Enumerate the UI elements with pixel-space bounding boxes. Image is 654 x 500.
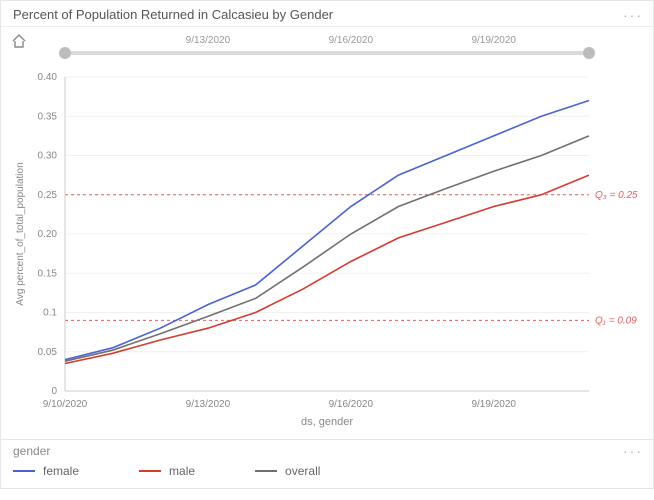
slider-handle-left[interactable] xyxy=(59,47,71,59)
svg-text:0.40: 0.40 xyxy=(38,72,58,83)
svg-text:9/16/2020: 9/16/2020 xyxy=(329,35,374,46)
legend-item-overall[interactable]: overall xyxy=(255,464,320,478)
home-icon[interactable] xyxy=(11,33,27,49)
legend-swatch xyxy=(139,470,161,472)
legend-item-female[interactable]: female xyxy=(13,464,79,478)
panel-title: Percent of Population Returned in Calcas… xyxy=(13,7,333,22)
legend-menu-button[interactable]: ··· xyxy=(623,444,643,458)
svg-text:9/16/2020: 9/16/2020 xyxy=(329,399,374,410)
series-overall[interactable] xyxy=(65,136,589,361)
svg-text:9/13/2020: 9/13/2020 xyxy=(186,399,231,410)
slider-handle-right[interactable] xyxy=(583,47,595,59)
svg-text:9/19/2020: 9/19/2020 xyxy=(471,399,516,410)
svg-text:0.15: 0.15 xyxy=(38,268,58,279)
legend-swatch xyxy=(255,470,277,472)
panel-menu-button[interactable]: ··· xyxy=(623,8,643,22)
legend-item-male[interactable]: male xyxy=(139,464,195,478)
svg-text:0.30: 0.30 xyxy=(38,151,58,162)
svg-text:0.20: 0.20 xyxy=(38,229,58,240)
svg-text:ds, gender: ds, gender xyxy=(301,416,353,428)
panel-header: Percent of Population Returned in Calcas… xyxy=(1,1,653,27)
legend-title: gender xyxy=(13,444,50,458)
legend-label: female xyxy=(43,464,79,478)
legend-panel: gender ··· female male overall xyxy=(1,439,653,488)
chart-panel: Percent of Population Returned in Calcas… xyxy=(0,0,654,489)
svg-text:Q₃ = 0.25: Q₃ = 0.25 xyxy=(595,190,638,201)
legend-swatch xyxy=(13,470,35,472)
svg-text:Avg percent_of_total_populatio: Avg percent_of_total_population xyxy=(15,162,26,305)
svg-text:9/13/2020: 9/13/2020 xyxy=(186,35,231,46)
legend-header: gender ··· xyxy=(1,440,653,460)
svg-text:9/10/2020: 9/10/2020 xyxy=(43,399,88,410)
svg-text:0: 0 xyxy=(51,386,57,397)
line-chart[interactable]: 9/13/2020 9/16/2020 9/19/2020 0 0.05 0.1 0.15 0… xyxy=(9,31,645,431)
svg-text:0.35: 0.35 xyxy=(38,111,58,122)
svg-text:0.25: 0.25 xyxy=(38,190,58,201)
chart-area: 9/13/2020 9/16/2020 9/19/2020 0 0.05 0.1 0.15 0… xyxy=(1,27,653,439)
legend-label: overall xyxy=(285,464,320,478)
legend-label: male xyxy=(169,464,195,478)
legend-items: female male overall xyxy=(1,460,653,488)
svg-text:Q₁ = 0.09: Q₁ = 0.09 xyxy=(595,315,637,326)
svg-text:0.05: 0.05 xyxy=(38,347,58,358)
svg-text:9/19/2020: 9/19/2020 xyxy=(471,35,516,46)
svg-text:0.1: 0.1 xyxy=(43,308,57,319)
